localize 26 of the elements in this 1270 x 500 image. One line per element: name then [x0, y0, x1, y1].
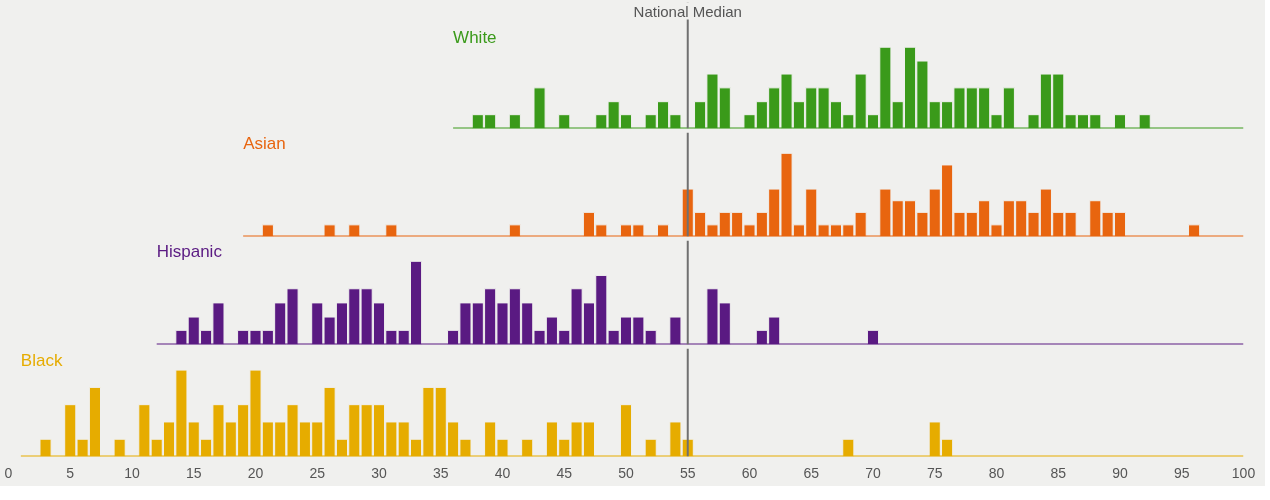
x-tick-label: 35 [432, 464, 449, 481]
ref-line-label: National Median [633, 2, 742, 20]
x-tick-label: 50 [618, 464, 634, 481]
x-tick-label: 85 [1050, 464, 1067, 481]
x-tick-label: 60 [741, 464, 758, 481]
x-tick-label: 55 [679, 464, 696, 481]
x-tick-label: 10 [124, 464, 140, 481]
text: Asian [243, 134, 286, 154]
text: Hispanic [156, 242, 223, 262]
text: White [453, 28, 497, 48]
x-tick-label: 20 [247, 464, 264, 481]
x-tick-label: 100 [1231, 464, 1256, 481]
x-tick-label: 80 [988, 464, 1005, 481]
x-tick-label: 65 [803, 464, 820, 481]
x-tick-label: 40 [494, 464, 511, 481]
x-tick-label: 75 [926, 464, 943, 481]
x-tick-label: 30 [371, 464, 387, 481]
x-tick-label: 15 [185, 464, 202, 481]
x-tick-label: 70 [865, 464, 881, 481]
x-tick-label: 0 [4, 464, 13, 481]
x-tick-label: 95 [1173, 464, 1190, 481]
x-tick-label: 45 [556, 464, 573, 481]
x-tick-label: 25 [309, 464, 326, 481]
series-label: Black [20, 351, 63, 371]
x-tick-label: 5 [66, 464, 75, 481]
x-tick-label: 90 [1112, 464, 1128, 481]
